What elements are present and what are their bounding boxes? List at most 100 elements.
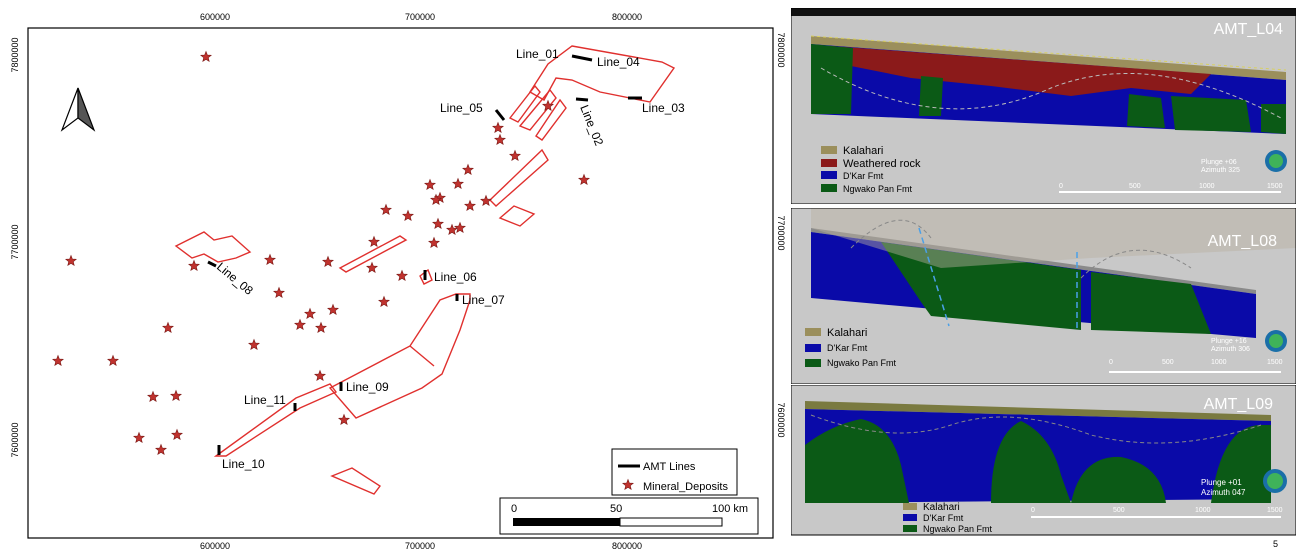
scale-0: 0 [1059,183,1063,190]
segment-line-08 [207,260,217,268]
mineral-deposit-star-icon [454,221,466,234]
plunge-label: Plunge +06 [1201,159,1237,166]
polygon-west [174,231,252,263]
ngwako-block-3 [1127,94,1165,128]
scale-label-0: 0 [511,503,517,515]
mineral-deposit-star-icon [52,354,64,367]
ngwako-block-1 [881,242,1081,330]
mineral-deposit-star-icon [315,321,327,334]
licence-polygons [174,45,676,495]
polygon-central-strip [338,235,408,273]
section-title: AMT_L04 [1214,21,1283,38]
legend-dkar: D'Kar Fmt [923,513,964,523]
compass-globe-icon [1263,469,1287,493]
mineral-deposit-star-icon [327,303,339,316]
left-tick-7800000: 7800000 [10,37,20,72]
mineral-deposit-star-icon [155,443,167,456]
section-panel-amt-l04: AMT_L04 Kalahari Weathered rock D'Kar Fm… [791,8,1296,204]
page-number: 5 [1273,539,1278,549]
line-label-07: Line_07 [462,293,505,307]
top-tick-800000: 800000 [612,12,642,22]
mineral-deposit-star-icon [200,50,212,63]
plunge-label: Plunge +01 [1201,478,1242,487]
polygon-ne-strip-a [508,84,541,123]
mineral-deposit-star-icon [294,318,306,331]
legend-amt-lines-label: AMT Lines [643,461,696,473]
section-dashed-curve [810,414,1262,444]
scale-bar: 0 50 100 km [499,497,759,535]
mineral-deposit-star-icon [65,254,77,267]
mineral-deposit-star-icon [578,173,590,186]
scale-1000: 1000 [1195,507,1211,514]
bottom-tick-800000: 800000 [612,541,642,551]
mineral-deposit-star-icon [509,149,521,162]
mineral-deposit-star-icon [402,209,414,222]
mineral-deposit-star-icon [542,99,554,112]
segment-line-02 [575,97,589,102]
scale-1500: 1500 [1267,183,1283,190]
scale-500: 500 [1162,359,1174,366]
azimuth-label: Azimuth 325 [1201,167,1240,174]
mineral-deposit-star-icon [188,259,200,272]
polygon-ne-large [529,45,676,103]
line-label-09: Line_09 [346,380,389,394]
left-tick-7600000: 7600000 [10,422,20,457]
ngwako-block-4 [1171,96,1251,132]
mineral-deposit-star-icon [424,178,436,191]
mineral-deposit-star-icon [366,261,378,274]
segment-line-05 [494,109,506,121]
ngwako-block-2 [1091,272,1211,334]
azimuth-label: Azimuth 047 [1201,488,1246,497]
scale-label-100: 100 km [712,503,748,515]
polygon-main-belt [328,293,471,419]
scale-1000: 1000 [1199,183,1215,190]
mineral-deposit-star-icon [492,121,504,134]
mineral-deposit-star-icon [480,194,492,207]
legend-star-icon [622,478,634,491]
polygon-ne-strip-c [535,98,567,141]
polygon-main-inner [409,345,435,367]
mineral-deposit-star-icon [494,133,506,146]
line-label-03: Line_03 [642,101,685,115]
fault-line-1 [918,227,950,327]
line-label-10: Line_10 [222,457,265,471]
ngwako-block-5 [1261,104,1286,134]
mineral-deposit-star-icon [107,354,119,367]
mineral-deposit-star-icon [338,413,350,426]
line-label-06: Line_06 [434,270,477,284]
legend-kalahari: Kalahari [843,145,883,157]
right-tick-7700000: 7700000 [776,215,786,250]
polygon-south [330,467,382,495]
legend-dkar: D'Kar Fmt [843,171,884,181]
mineral-deposit-star-icon [368,235,380,248]
azimuth-label: Azimuth 306 [1211,346,1250,353]
compass-globe-icon [1265,330,1287,352]
polygon-sw-belt [213,383,338,457]
legend-kalahari: Kalahari [923,502,960,513]
mineral-deposit-star-icon [314,369,326,382]
mineral-deposit-star-icon [446,223,458,236]
scale-label-50: 50 [610,503,622,515]
geology-map: 600000 700000 800000 600000 700000 80000… [10,12,786,551]
plunge-label: Plunge +16 [1211,338,1247,345]
top-tick-600000: 600000 [200,12,230,22]
mineral-deposit-star-icon [428,236,440,249]
ngwako-block-1 [805,419,909,503]
amt-line-segments [207,54,642,455]
scale-0: 0 [1031,507,1035,514]
left-tick-7700000: 7700000 [10,224,20,259]
legend-weathered: Weathered rock [843,158,921,170]
mineral-deposit-star-icon [248,338,260,351]
section-panel-amt-l09: AMT_L09 Kalahari D'Kar Fmt Ngwako Pan Fm… [791,385,1296,551]
legend-kalahari: Kalahari [827,327,867,339]
weathered-layer [831,46,1211,96]
mineral-deposit-star-icon [264,253,276,266]
legend-ngwako: Ngwako Pan Fmt [843,184,913,194]
mineral-deposit-star-icon [322,255,334,268]
line-label-04: Line_04 [597,55,640,69]
scale-500: 500 [1113,507,1125,514]
kalahari-layer [805,401,1271,421]
mineral-deposit-star-icon [432,217,444,230]
ngwako-block-2 [919,76,943,116]
ngwako-block-3 [1071,456,1166,503]
